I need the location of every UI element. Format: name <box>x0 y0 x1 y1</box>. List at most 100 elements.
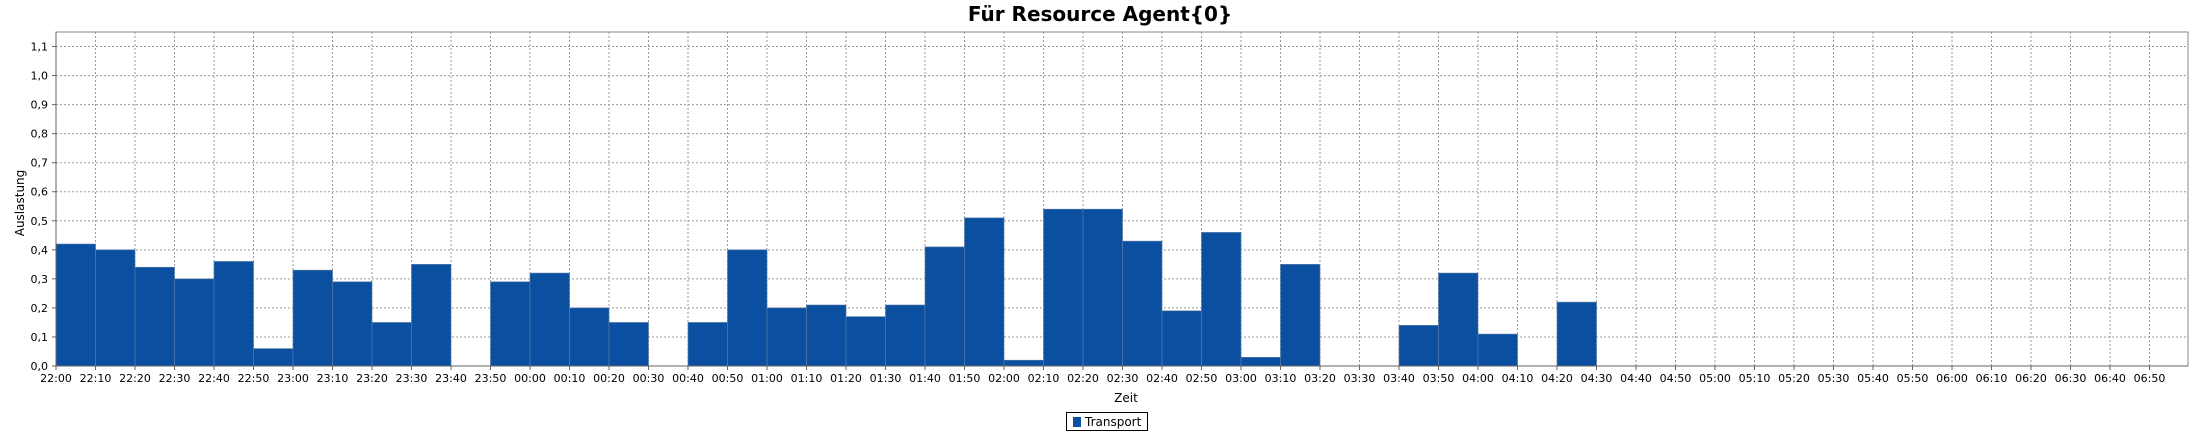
axis-layer: 0,0 0,1 0,2 0,3 0,4 0,5 0,6 0,7 0,8 0,9 1,0 1,1 22:0… <box>31 32 2188 385</box>
x-tick-label: 22:40 <box>198 372 230 385</box>
y-tick-label: 0,2 <box>31 302 49 315</box>
x-tick-label: 23:10 <box>317 372 349 385</box>
x-tick-label: 00:30 <box>633 372 665 385</box>
bar-0050 <box>727 249 768 367</box>
bar-0250 <box>1201 232 1242 367</box>
chart-title: Für Resource Agent{0} <box>967 2 1233 26</box>
x-tick-label: 00:40 <box>672 372 704 385</box>
x-tick-label: 05:20 <box>1778 372 1810 385</box>
x-tick-label: 23:40 <box>435 372 467 385</box>
bar-0340 <box>1398 325 1439 367</box>
y-tick-label: 0,5 <box>31 215 49 228</box>
bar-0300 <box>1240 356 1281 367</box>
x-tick-label: 06:30 <box>2055 372 2087 385</box>
x-tick-label: 06:10 <box>1976 372 2008 385</box>
bar-0400 <box>1477 333 1518 367</box>
x-tick-label: 00:20 <box>593 372 625 385</box>
x-tick-label: 06:50 <box>2134 372 2166 385</box>
bar-0230 <box>1122 240 1163 367</box>
x-tick-label: 05:30 <box>1818 372 1850 385</box>
x-axis-label: Zeit <box>1114 391 1138 405</box>
bar-0210 <box>1043 208 1084 367</box>
x-tick-label: 05:50 <box>1897 372 1929 385</box>
x-tick-label: 00:00 <box>514 372 546 385</box>
x-tick-label: 06:00 <box>1936 372 1968 385</box>
bar-2250 <box>253 348 294 367</box>
x-tick-label: 03:20 <box>1304 372 1336 385</box>
x-tick-label: 23:30 <box>396 372 428 385</box>
x-tick-label: 22:00 <box>40 372 72 385</box>
x-tick-label: 02:10 <box>1028 372 1060 385</box>
x-tick-label: 06:40 <box>2094 372 2126 385</box>
bar-2330 <box>411 264 452 367</box>
x-tick-label: 03:10 <box>1265 372 1297 385</box>
bar-2320 <box>371 322 412 367</box>
x-tick-label: 02:50 <box>1186 372 1218 385</box>
x-tick-label: 04:50 <box>1660 372 1692 385</box>
x-tick-label: 06:20 <box>2015 372 2047 385</box>
x-tick-label: 04:20 <box>1541 372 1573 385</box>
y-tick-label: 0,4 <box>31 244 49 257</box>
bar-0020 <box>608 322 649 367</box>
x-tick-label: 01:30 <box>870 372 902 385</box>
x-tick-label: 01:40 <box>909 372 941 385</box>
y-tick-label: 0,3 <box>31 273 49 286</box>
x-tick-label: 01:20 <box>830 372 862 385</box>
y-tick-label: 0,7 <box>31 157 49 170</box>
bar-2230 <box>174 278 215 367</box>
x-tick-label: 23:00 <box>277 372 309 385</box>
bar-0110 <box>806 304 847 367</box>
bar-2300 <box>292 269 333 367</box>
x-tick-label: 01:10 <box>791 372 823 385</box>
y-tick-label: 1,0 <box>31 70 49 83</box>
x-tick-label: 01:50 <box>949 372 981 385</box>
bar-2200 <box>55 243 96 367</box>
legend-label: Transport <box>1085 414 1142 429</box>
y-tick-label: 1,1 <box>31 41 49 54</box>
bar-0140 <box>924 246 965 367</box>
x-tick-label: 04:40 <box>1620 372 1652 385</box>
x-tick-label: 05:10 <box>1739 372 1771 385</box>
bar-0000 <box>529 272 570 367</box>
x-tick-label: 03:50 <box>1423 372 1455 385</box>
bar-0120 <box>845 316 886 367</box>
y-axis-label: Auslastung <box>13 170 27 237</box>
bar-2240 <box>213 261 254 367</box>
x-tick-label: 02:00 <box>988 372 1020 385</box>
bar-2220 <box>134 266 175 367</box>
x-tick-label: 23:20 <box>356 372 388 385</box>
x-tick-label: 01:00 <box>751 372 783 385</box>
x-tick-label: 02:20 <box>1067 372 1099 385</box>
x-tick-label: 05:00 <box>1699 372 1731 385</box>
bar-0010 <box>569 307 610 367</box>
x-tick-label: 00:10 <box>554 372 586 385</box>
legend: Transport <box>1066 412 1149 431</box>
bar-2210 <box>95 249 136 367</box>
bar-0240 <box>1161 310 1202 367</box>
bar-0350 <box>1438 272 1479 367</box>
y-tick-label: 0,0 <box>31 360 49 373</box>
x-tick-label: 03:40 <box>1383 372 1415 385</box>
x-tick-label: 22:20 <box>119 372 151 385</box>
bar-0130 <box>885 304 926 367</box>
x-tick-label: 04:10 <box>1502 372 1534 385</box>
x-tick-label: 04:00 <box>1462 372 1494 385</box>
x-tick-label: 03:30 <box>1344 372 1376 385</box>
x-tick-label: 03:00 <box>1225 372 1257 385</box>
x-tick-label: 05:40 <box>1857 372 1889 385</box>
bar-0100 <box>766 307 807 367</box>
legend-swatch <box>1073 416 1081 427</box>
bar-2310 <box>332 281 373 367</box>
y-tick-label: 0,9 <box>31 99 49 112</box>
x-tick-label: 22:10 <box>80 372 112 385</box>
x-tick-label: 23:50 <box>475 372 507 385</box>
x-tick-label: 04:30 <box>1581 372 1613 385</box>
y-tick-label: 0,8 <box>31 128 49 141</box>
bar-0150 <box>964 217 1005 367</box>
bar-0040 <box>687 322 728 367</box>
bar-0310 <box>1280 264 1321 367</box>
x-tick-label: 00:50 <box>712 372 744 385</box>
bar-2350 <box>490 281 531 367</box>
y-tick-label: 0,1 <box>31 331 49 344</box>
